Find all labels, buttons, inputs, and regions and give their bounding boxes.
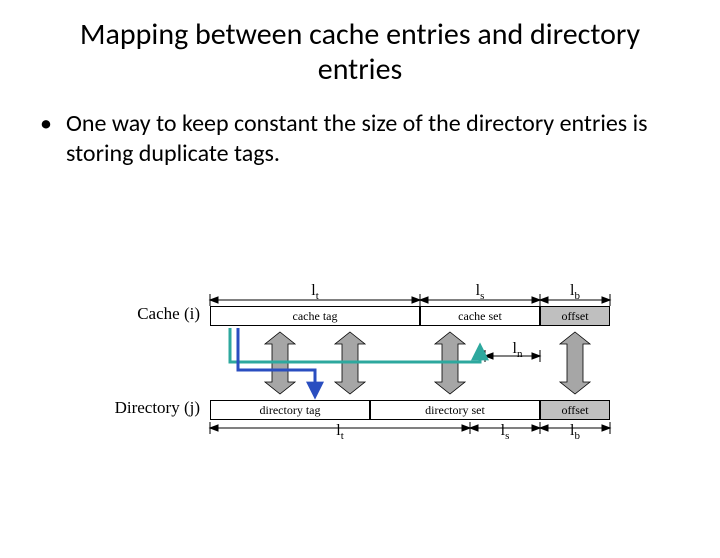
bullet-item: • One way to keep constant the size of t… (40, 109, 680, 169)
slide-title: Mapping between cache entries and direct… (40, 18, 680, 87)
bullet-dot: • (40, 109, 66, 139)
bullet-block: • One way to keep constant the size of t… (40, 109, 680, 169)
bullet-text: One way to keep constant the size of the… (66, 109, 680, 169)
diagram-svg (120, 288, 620, 448)
